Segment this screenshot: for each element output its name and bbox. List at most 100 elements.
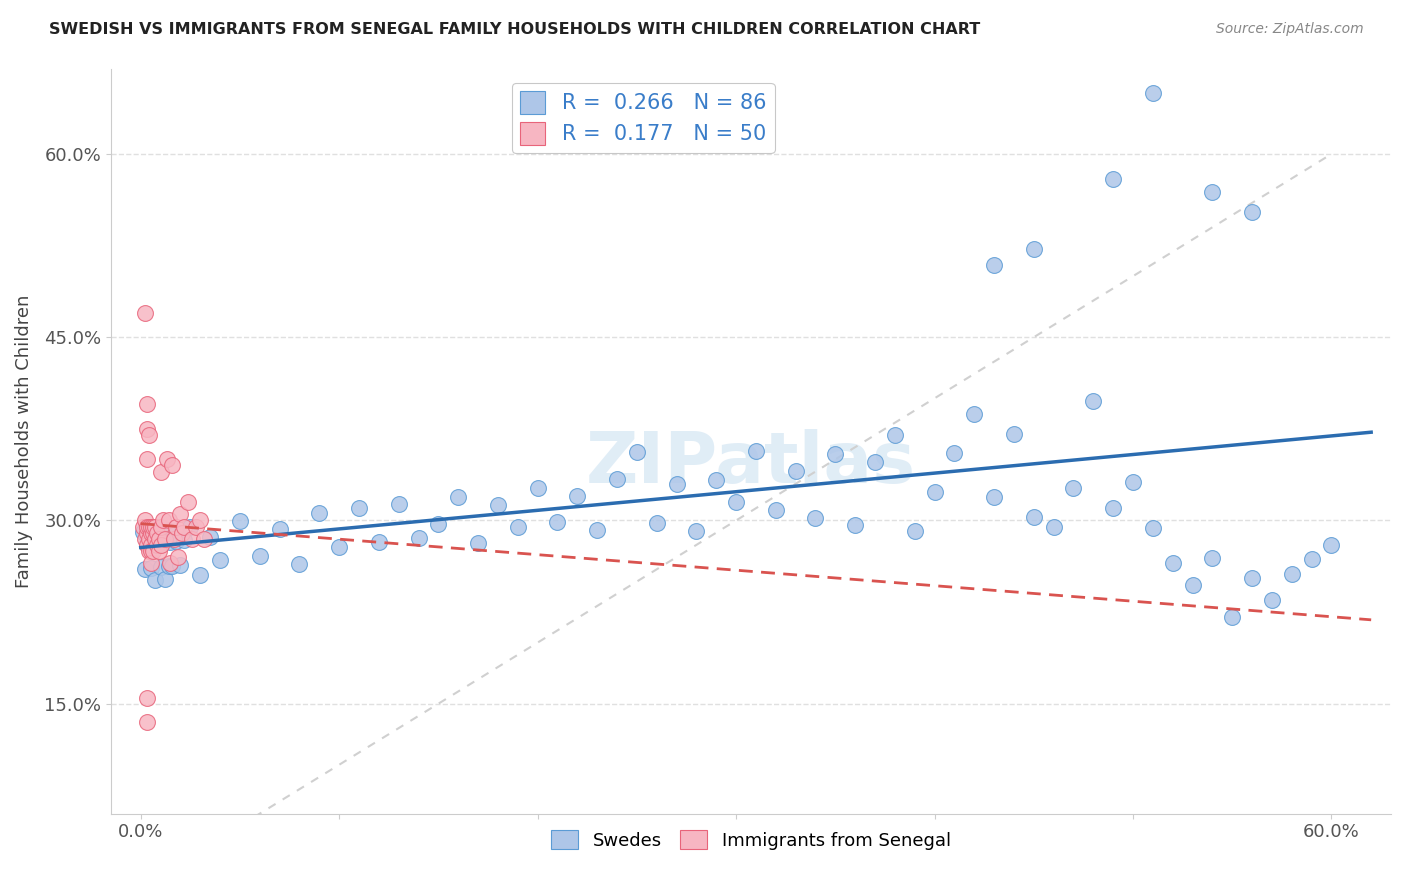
Point	[159, 534, 181, 549]
Point	[704, 473, 727, 487]
Point	[135, 690, 157, 705]
Point	[844, 518, 866, 533]
Text: SWEDISH VS IMMIGRANTS FROM SENEGAL FAMILY HOUSEHOLDS WITH CHILDREN CORRELATION C: SWEDISH VS IMMIGRANTS FROM SENEGAL FAMIL…	[49, 22, 980, 37]
Point	[135, 422, 157, 436]
Point	[143, 532, 166, 546]
Point	[155, 523, 177, 537]
Point	[162, 458, 184, 473]
Text: Source: ZipAtlas.com: Source: ZipAtlas.com	[1216, 22, 1364, 37]
Point	[149, 519, 172, 533]
Point	[367, 535, 389, 549]
Point	[169, 508, 191, 522]
Point	[447, 490, 470, 504]
Point	[904, 524, 927, 538]
Point	[138, 519, 160, 533]
Point	[765, 503, 787, 517]
Point	[824, 447, 846, 461]
Point	[804, 510, 827, 524]
Point	[134, 513, 156, 527]
Point	[1181, 578, 1204, 592]
Point	[249, 549, 271, 563]
Point	[143, 519, 166, 533]
Point	[167, 550, 190, 565]
Point	[145, 538, 167, 552]
Point	[626, 445, 648, 459]
Point	[725, 495, 748, 509]
Point	[1042, 520, 1064, 534]
Point	[1241, 571, 1264, 585]
Point	[586, 523, 609, 537]
Point	[408, 531, 430, 545]
Point	[328, 540, 350, 554]
Point	[135, 538, 157, 552]
Point	[1062, 482, 1084, 496]
Point	[177, 495, 200, 509]
Point	[139, 561, 162, 575]
Point	[142, 524, 165, 539]
Point	[685, 524, 707, 538]
Point	[1220, 610, 1243, 624]
Point	[134, 562, 156, 576]
Point	[149, 560, 172, 574]
Point	[181, 532, 204, 546]
Point	[152, 535, 174, 549]
Point	[139, 525, 162, 540]
Point	[186, 519, 208, 533]
Point	[157, 513, 180, 527]
Point	[1122, 475, 1144, 489]
Point	[148, 532, 170, 546]
Point	[1022, 242, 1045, 256]
Point	[162, 558, 184, 573]
Point	[193, 532, 215, 546]
Point	[198, 530, 221, 544]
Point	[1142, 521, 1164, 535]
Point	[145, 525, 167, 540]
Point	[149, 538, 172, 552]
Point	[142, 525, 165, 540]
Point	[155, 452, 177, 467]
Point	[134, 532, 156, 546]
Point	[1002, 427, 1025, 442]
Point	[1102, 171, 1125, 186]
Point	[152, 513, 174, 527]
Point	[153, 532, 176, 546]
Point	[135, 714, 157, 729]
Point	[135, 519, 157, 533]
Point	[943, 446, 966, 460]
Point	[148, 524, 170, 538]
Point	[1022, 510, 1045, 524]
Point	[165, 519, 187, 533]
Point	[983, 491, 1005, 505]
Point	[983, 259, 1005, 273]
Point	[135, 537, 157, 551]
Point	[745, 444, 768, 458]
Point	[132, 525, 155, 540]
Point	[145, 536, 167, 550]
Point	[173, 533, 195, 547]
Point	[163, 532, 186, 546]
Point	[486, 498, 509, 512]
Point	[1102, 501, 1125, 516]
Point	[138, 428, 160, 442]
Point	[135, 525, 157, 540]
Point	[159, 556, 181, 570]
Point	[153, 572, 176, 586]
Point	[665, 477, 688, 491]
Point	[1261, 593, 1284, 607]
Point	[179, 520, 201, 534]
Legend: R =  0.266   N = 86, R =  0.177   N = 50: R = 0.266 N = 86, R = 0.177 N = 50	[512, 83, 775, 153]
Point	[134, 306, 156, 320]
Point	[963, 407, 986, 421]
Point	[132, 519, 155, 533]
Point	[188, 567, 211, 582]
Point	[1161, 556, 1184, 570]
Point	[135, 452, 157, 467]
Point	[1241, 204, 1264, 219]
Point	[863, 455, 886, 469]
Point	[173, 519, 195, 533]
Point	[138, 532, 160, 546]
Point	[388, 497, 411, 511]
Text: ZIPatlas: ZIPatlas	[586, 429, 917, 498]
Point	[138, 544, 160, 558]
Point	[139, 544, 162, 558]
